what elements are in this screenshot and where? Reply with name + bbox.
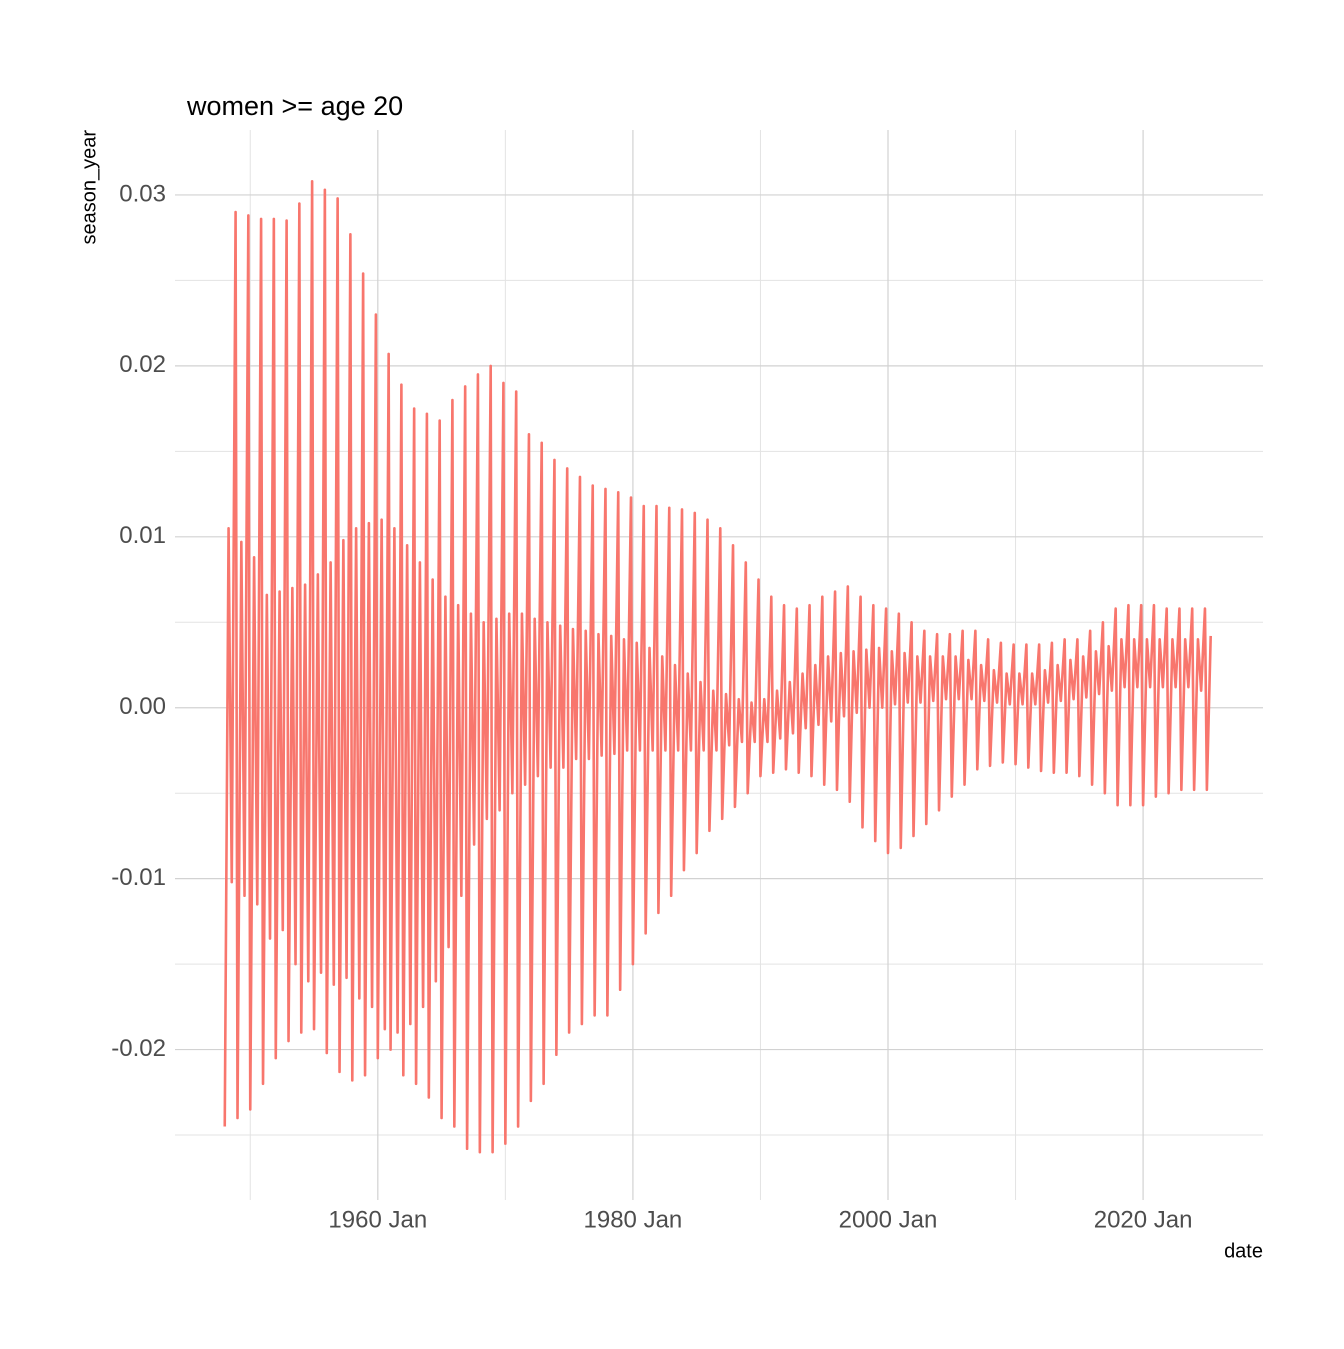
y-tick-label: 0.02 [119,351,166,378]
chart-title: women >= age 20 [186,91,403,121]
x-tick-label: 1980 Jan [584,1206,683,1233]
x-tick-label: 2020 Jan [1094,1206,1193,1233]
y-tick-label: 0.01 [119,522,166,549]
data-line [223,179,1212,1154]
y-tick-label: -0.02 [111,1035,166,1062]
x-tick-label: 2000 Jan [839,1206,938,1233]
y-axis-label: season_year [78,130,100,245]
x-tick-label: 1960 Jan [328,1206,427,1233]
y-tick-label: 0.00 [119,693,166,720]
y-tick-label: 0.03 [119,180,166,207]
y-tick-label: -0.01 [111,864,166,891]
x-axis-label: date [1224,1240,1263,1262]
